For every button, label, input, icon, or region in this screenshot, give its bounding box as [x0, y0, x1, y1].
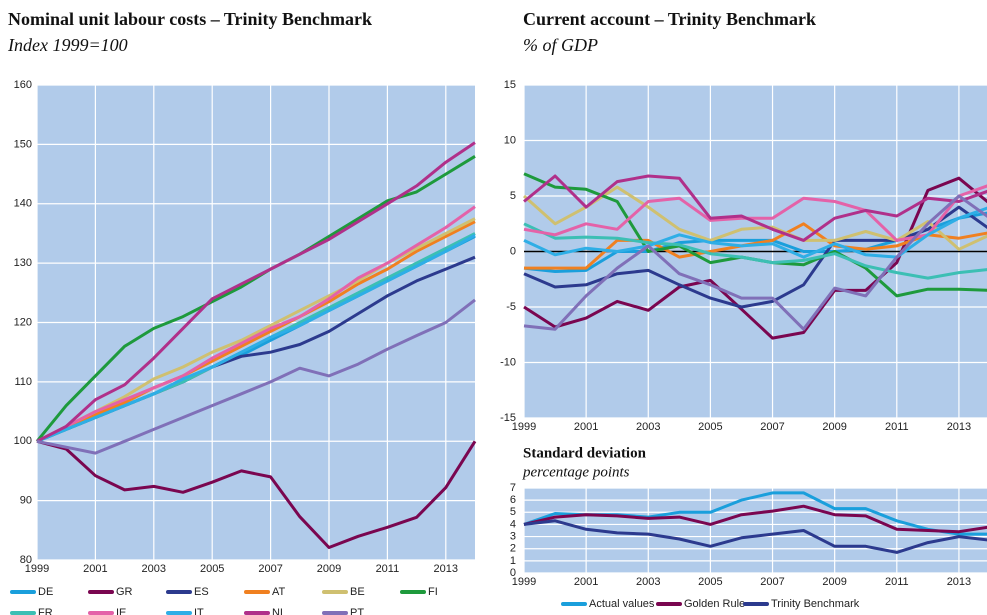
legend-label: DE: [38, 586, 53, 598]
legend-label: IE: [116, 607, 126, 615]
y-tick-label: -5: [506, 301, 516, 313]
chart-subtitle: % of GDP: [523, 35, 598, 55]
series-line: [523, 184, 987, 242]
series-line: [36, 439, 477, 549]
legend-label: GR: [116, 586, 133, 598]
y-tick-label: -15: [500, 412, 516, 424]
legend-label: BE: [350, 586, 365, 598]
y-tick-label: 6: [510, 494, 516, 506]
legend-label: IT: [194, 607, 204, 615]
series-line: [36, 298, 476, 455]
y-tick-label: 150: [14, 138, 32, 150]
x-tick-label: 2009: [822, 576, 846, 588]
y-tick-label: 1: [510, 555, 516, 567]
y-tick-label: 140: [14, 198, 32, 210]
series-line: [523, 519, 987, 554]
x-tick-label: 2011: [885, 421, 909, 433]
y-tick-label: 5: [510, 506, 516, 518]
legend-label: Golden Rule: [684, 598, 745, 610]
y-tick-label: 2: [510, 543, 516, 555]
x-tick-label: 2005: [698, 576, 722, 588]
y-tick-label: 130: [14, 257, 32, 269]
x-tick-label: 2011: [885, 576, 909, 588]
series-line: [523, 185, 987, 251]
y-tick-label: 4: [510, 518, 516, 530]
chart-subtitle: percentage points: [522, 464, 630, 480]
y-tick-label: 110: [14, 376, 32, 388]
series-line: [523, 174, 987, 242]
chart-title: Standard deviation: [523, 445, 647, 461]
legend-label: Trinity Benchmark: [771, 598, 860, 610]
legend-label: NL: [272, 607, 286, 615]
y-tick-label: -10: [500, 356, 516, 368]
legend-label: AT: [272, 586, 286, 598]
x-tick-label: 2005: [698, 421, 722, 433]
series-line: [523, 206, 987, 259]
x-tick-label: 2013: [947, 576, 971, 588]
y-tick-label: 160: [14, 79, 32, 91]
x-tick-label: 2005: [200, 563, 224, 575]
series-line: [36, 205, 476, 443]
chart-title: Nominal unit labour costs – Trinity Benc…: [8, 9, 372, 29]
x-tick-label: 2003: [636, 421, 660, 433]
series-line: [36, 220, 476, 443]
legend-label: Actual values: [589, 598, 655, 610]
legend-label: PT: [350, 607, 364, 615]
series-line: [523, 194, 987, 331]
y-tick-label: 90: [20, 495, 32, 507]
legend-label: ES: [194, 586, 209, 598]
y-tick-label: 0: [510, 567, 516, 579]
x-tick-label: 2007: [760, 576, 784, 588]
x-tick-label: 2007: [760, 421, 784, 433]
y-tick-label: 80: [20, 554, 32, 566]
chart-subtitle: Index 1999=100: [7, 35, 128, 55]
x-tick-label: 2013: [947, 421, 971, 433]
series-line: [523, 504, 987, 534]
legend-label: FI: [428, 586, 438, 598]
x-tick-label: 2001: [83, 563, 107, 575]
y-tick-label: 15: [504, 79, 516, 91]
chart-title: Current account – Trinity Benchmark: [523, 9, 816, 29]
x-tick-label: 2001: [574, 576, 598, 588]
x-tick-label: 2009: [822, 421, 846, 433]
y-tick-label: 7: [510, 482, 516, 494]
charts: Nominal unit labour costs – Trinity Benc…: [7, 9, 987, 615]
series-line: [36, 233, 476, 443]
x-tick-label: 1999: [512, 576, 536, 588]
x-tick-label: 2011: [376, 563, 400, 575]
series-line: [523, 205, 987, 309]
x-tick-label: 2003: [142, 563, 166, 575]
x-tick-label: 2007: [258, 563, 282, 575]
x-tick-label: 2013: [434, 563, 458, 575]
x-tick-label: 1999: [25, 563, 49, 575]
y-tick-label: 100: [14, 435, 32, 447]
series-line: [523, 176, 987, 340]
legend-label: FR: [38, 607, 53, 615]
x-tick-label: 1999: [512, 421, 536, 433]
y-tick-label: 10: [504, 134, 516, 146]
x-tick-label: 2003: [636, 576, 660, 588]
y-tick-label: 5: [510, 190, 516, 202]
y-tick-label: 120: [14, 316, 32, 328]
x-tick-label: 2001: [574, 421, 598, 433]
series-line: [36, 141, 476, 443]
y-tick-label: 0: [510, 245, 516, 257]
y-tick-label: 3: [510, 530, 516, 542]
x-tick-label: 2009: [317, 563, 341, 575]
series-line: [523, 222, 987, 280]
